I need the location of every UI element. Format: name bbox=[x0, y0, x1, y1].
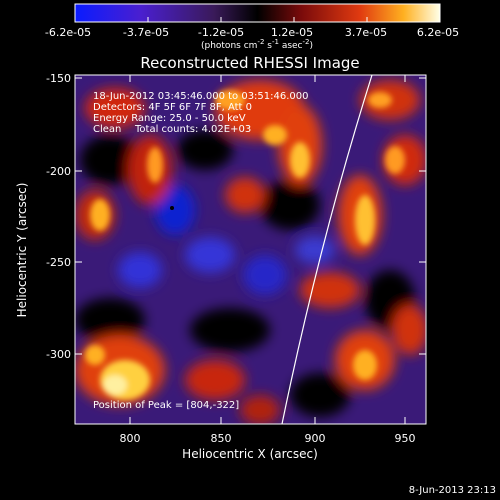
info-algorithm: Clean bbox=[93, 124, 121, 135]
y-tick-label: -300 bbox=[46, 348, 71, 361]
colorbar bbox=[75, 4, 440, 22]
peak-position-label: Position of Peak = [804,-322] bbox=[93, 400, 239, 411]
rhessi-image bbox=[75, 75, 426, 424]
colorbar-tick-label: -6.2e-05 bbox=[45, 26, 91, 39]
colorbar-ticks bbox=[74, 17, 441, 22]
x-tick-label: 850 bbox=[211, 432, 232, 445]
colorbar-tick-label: 6.2e-05 bbox=[417, 26, 459, 39]
info-time-range: 18-Jun-2012 03:45:46.000 to 03:51:46.000 bbox=[93, 91, 309, 102]
info-total-counts: Total counts: 4.02E+03 bbox=[134, 124, 251, 135]
colorbar-tick-label: 3.7e-05 bbox=[345, 26, 387, 39]
colorbar-tick-label: 1.2e-05 bbox=[271, 26, 313, 39]
colorbar-tick-label: -1.2e-05 bbox=[198, 26, 244, 39]
timestamp: 8-Jun-2013 23:13 bbox=[409, 485, 496, 496]
x-tick-label: 900 bbox=[305, 432, 326, 445]
x-tick-label: 950 bbox=[395, 432, 416, 445]
y-tick-label: -150 bbox=[46, 72, 71, 85]
x-axis-label: Heliocentric X (arcsec) bbox=[182, 447, 318, 461]
x-tick-label: 800 bbox=[120, 432, 141, 445]
info-detectors: Detectors: 4F 5F 6F 7F 8F, Att 0 bbox=[93, 102, 252, 113]
colorbar-units: (photons cm-2 s-1 asec-2) bbox=[201, 38, 313, 51]
plot-frame bbox=[74, 74, 427, 425]
plot-title: Reconstructed RHESSI Image bbox=[140, 54, 359, 72]
y-axis-label: Heliocentric Y (arcsec) bbox=[15, 183, 29, 318]
y-tick-label: -200 bbox=[46, 165, 71, 178]
colorbar-tick-label: -3.7e-05 bbox=[123, 26, 169, 39]
dark-core-marker bbox=[170, 206, 174, 210]
solar-limb-line bbox=[281, 75, 373, 424]
y-tick-label: -250 bbox=[46, 256, 71, 269]
info-energy-range: Energy Range: 25.0 - 50.0 keV bbox=[93, 113, 246, 124]
